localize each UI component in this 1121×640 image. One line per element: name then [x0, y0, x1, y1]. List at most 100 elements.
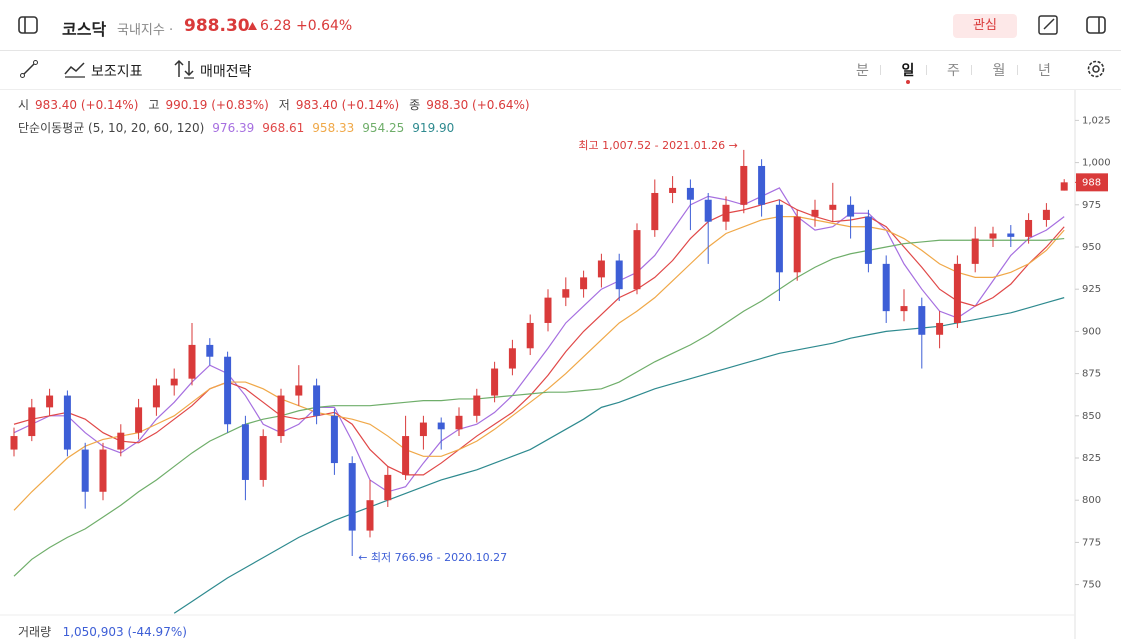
- ma-line: [13, 199, 1065, 476]
- ma-line: [13, 237, 1065, 577]
- y-tick-label: 750: [1082, 580, 1101, 591]
- period-tab[interactable]: 일: [901, 63, 915, 79]
- candle-body: [330, 415, 338, 464]
- ohlc-label: 시: [18, 98, 30, 112]
- separator: [971, 65, 972, 75]
- candle-body: [491, 368, 499, 396]
- period-tab[interactable]: 월: [992, 63, 1006, 79]
- separator: [925, 65, 927, 75]
- candle-body: [758, 165, 766, 205]
- ma-line: [13, 216, 1065, 511]
- market: 국내지수 ·: [117, 23, 174, 38]
- y-tick-label: 1,025: [1082, 115, 1111, 126]
- candle-body: [704, 199, 712, 222]
- ohlc-value: 983.40 (+0.14%): [35, 98, 139, 112]
- y-tick-label: 850: [1082, 411, 1101, 422]
- candle-body: [473, 395, 481, 416]
- up-arrow: [248, 22, 257, 30]
- y-tick-label: 975: [1082, 200, 1101, 211]
- ma-value: 954.25: [362, 121, 405, 135]
- change: 6.28: [260, 18, 292, 34]
- y-tick-label: 900: [1082, 326, 1101, 337]
- candle-body: [277, 395, 285, 437]
- period-tab[interactable]: 분: [856, 63, 869, 79]
- candle-body: [562, 289, 570, 298]
- candle-body: [348, 463, 356, 531]
- candle-body: [366, 500, 374, 531]
- y-tick-label: 825: [1082, 453, 1101, 464]
- ma-label: 단순이동평균 (5, 10, 20, 60, 120): [18, 121, 205, 135]
- candle-body: [775, 204, 783, 273]
- index-name: 코스닥: [62, 20, 107, 39]
- strategy-icon[interactable]: [173, 59, 195, 79]
- candle-body: [686, 187, 694, 200]
- candle-body: [117, 432, 125, 450]
- candle-body: [206, 344, 214, 357]
- period-tab[interactable]: 년: [1038, 63, 1051, 79]
- ma-line: [173, 297, 1065, 614]
- ma-line: [13, 187, 1065, 493]
- candle-body: [1042, 209, 1050, 220]
- candle-body: [402, 436, 410, 475]
- ohlc-label: 종: [409, 98, 421, 112]
- separator: [1016, 65, 1018, 75]
- toolbar: 보조지표 매매전략 분 일 주 월 년: [0, 51, 1121, 90]
- y-tick-label: 950: [1082, 242, 1101, 253]
- candle-body: [437, 422, 445, 430]
- candle-body: [1060, 182, 1068, 191]
- ohlc-label: 저: [278, 98, 290, 112]
- candle-body: [1007, 233, 1015, 237]
- sidebar-icon[interactable]: [18, 16, 38, 34]
- strategy[interactable]: 매매전략: [200, 64, 252, 80]
- settings-icon[interactable]: [1086, 59, 1106, 79]
- candle-body: [544, 297, 552, 323]
- candle-body: [419, 422, 427, 437]
- candle-body: [597, 260, 605, 278]
- candle-body: [900, 306, 908, 312]
- candle-body: [989, 233, 997, 239]
- candle-body: [81, 449, 89, 492]
- price: 988.30: [184, 16, 250, 36]
- indicator-icon[interactable]: [64, 60, 86, 78]
- candle-body: [669, 187, 677, 193]
- ma-value: 976.39: [212, 121, 255, 135]
- volume-value: 1,050,903 (-44.97%): [62, 625, 187, 639]
- candle-body: [99, 449, 107, 492]
- candle-body: [224, 356, 232, 425]
- ohlc-legend: 시 983.40 (+0.14%) 고 990.19 (+0.83%) 저 983.40 …: [18, 96, 540, 113]
- change-pct: +0.64%: [296, 18, 353, 34]
- period-tab[interactable]: 주: [947, 63, 960, 79]
- candle-body: [864, 216, 872, 264]
- candle-body: [508, 348, 516, 369]
- candle-body: [28, 407, 36, 437]
- y-tick-label: 875: [1082, 369, 1101, 380]
- candle-body: [847, 204, 855, 217]
- draw-icon[interactable]: [20, 60, 38, 78]
- candle-body: [633, 230, 641, 290]
- watch-button[interactable]: 관심: [953, 14, 1017, 38]
- candle-body: [829, 204, 837, 210]
- price-tag-label: 988: [1082, 177, 1101, 188]
- ma-value: 958.33: [312, 121, 355, 135]
- candle-body: [882, 263, 890, 312]
- candle-body: [170, 378, 178, 386]
- price-tag: [1076, 173, 1108, 192]
- candle-body: [135, 407, 143, 433]
- ohlc-value: 990.19 (+0.83%): [165, 98, 269, 112]
- active-dot: [905, 80, 910, 84]
- panel-icon[interactable]: [1086, 16, 1106, 34]
- separator: [880, 65, 881, 75]
- volume-legend: 거래량 1,050,903 (-44.97%): [18, 623, 187, 640]
- edit-icon[interactable]: [1038, 15, 1058, 35]
- candle-body: [722, 204, 730, 222]
- low-annotation: ← 최저 766.96 - 2020.10.27: [358, 551, 507, 564]
- candle-body: [63, 395, 71, 450]
- indicators[interactable]: 보조지표: [91, 64, 143, 80]
- candle-body: [526, 322, 534, 349]
- high-annotation: 최고 1,007.52 - 2021.01.26 →: [578, 139, 737, 152]
- y-tick-label: 800: [1082, 495, 1101, 506]
- candle-body: [46, 395, 54, 408]
- candle-body: [152, 385, 160, 408]
